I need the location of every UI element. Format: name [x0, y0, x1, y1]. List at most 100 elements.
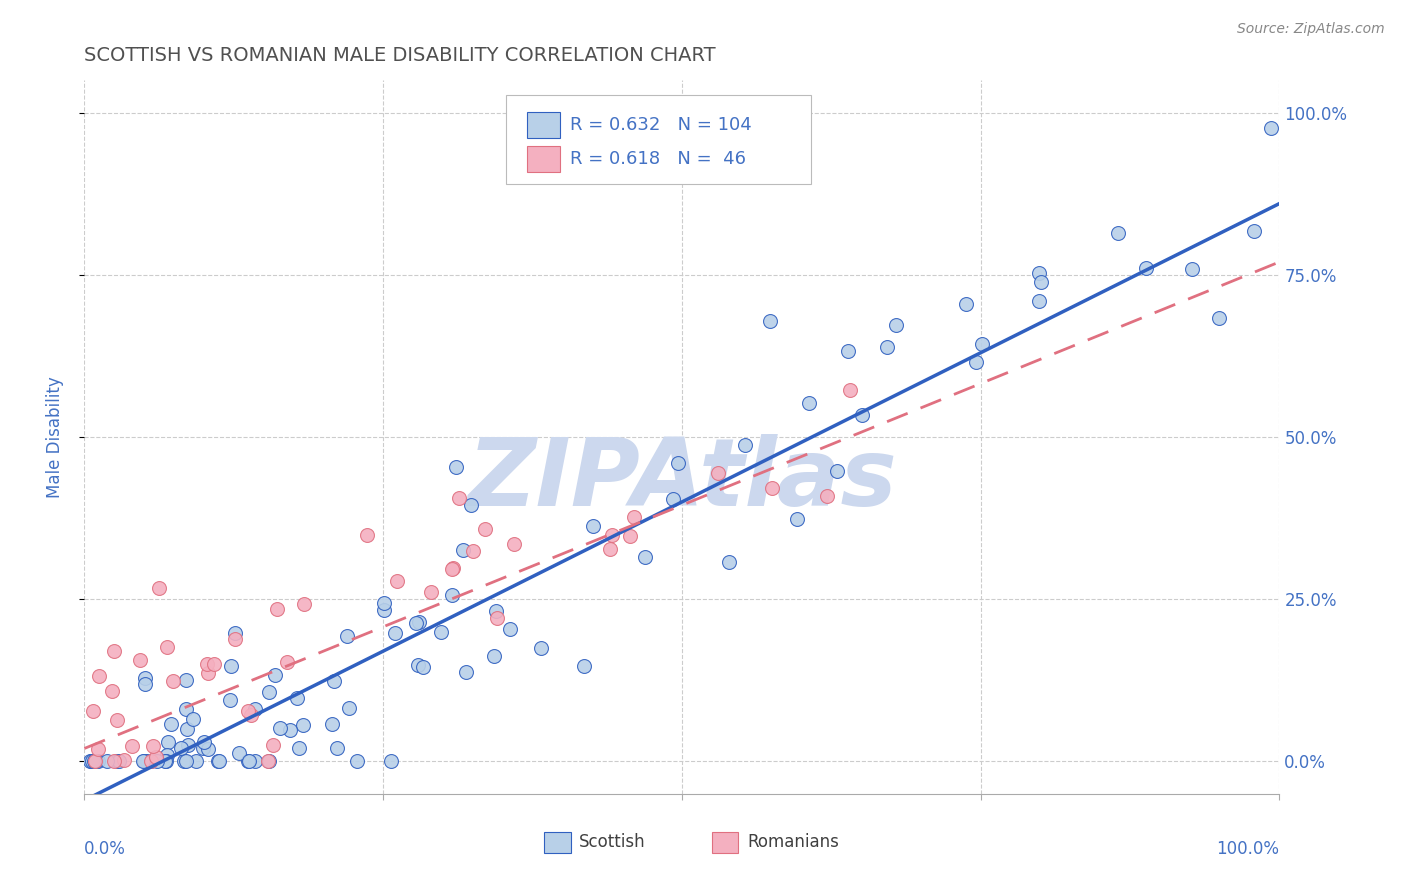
Point — [276, 655, 298, 669]
Point — [155, 754, 177, 768]
FancyBboxPatch shape — [527, 112, 560, 138]
Point — [485, 604, 508, 618]
Point — [191, 741, 214, 756]
Point — [156, 748, 179, 763]
Point — [134, 677, 156, 691]
Text: 0.0%: 0.0% — [84, 840, 127, 858]
Point — [80, 755, 103, 769]
Text: 100.0%: 100.0% — [1216, 840, 1279, 858]
Text: R = 0.632   N = 104: R = 0.632 N = 104 — [569, 116, 751, 134]
Point — [406, 658, 429, 673]
Point — [139, 755, 162, 769]
Point — [105, 755, 128, 769]
Point — [228, 746, 250, 760]
Point — [87, 669, 110, 683]
Point — [288, 741, 311, 756]
Point — [221, 659, 243, 673]
Point — [1028, 266, 1050, 280]
Point — [405, 615, 427, 630]
Point — [970, 336, 993, 351]
Point — [156, 640, 179, 655]
Point — [718, 555, 741, 569]
Point — [83, 755, 105, 769]
FancyBboxPatch shape — [544, 831, 571, 853]
Point — [132, 755, 155, 769]
Point — [96, 755, 118, 769]
Point — [129, 653, 152, 667]
FancyBboxPatch shape — [506, 95, 811, 184]
Point — [176, 702, 198, 716]
Point — [600, 528, 623, 542]
Point — [430, 625, 453, 640]
Point — [797, 396, 820, 410]
Point — [224, 632, 246, 646]
Point — [502, 537, 524, 551]
Point — [266, 602, 288, 616]
Text: Source: ZipAtlas.com: Source: ZipAtlas.com — [1237, 22, 1385, 37]
Point — [634, 549, 657, 564]
Point — [148, 581, 170, 595]
Point — [112, 753, 135, 767]
Point — [758, 314, 780, 328]
Point — [706, 466, 728, 480]
Point — [197, 666, 219, 681]
Point — [146, 755, 169, 769]
Text: Scottish: Scottish — [579, 833, 645, 851]
Point — [193, 734, 215, 748]
Point — [101, 683, 124, 698]
Point — [181, 712, 204, 726]
Point — [1208, 310, 1230, 325]
Point — [1135, 261, 1157, 276]
Point — [460, 498, 482, 512]
Point — [224, 625, 246, 640]
Point — [240, 708, 263, 723]
Point — [236, 704, 259, 718]
Point — [174, 755, 197, 769]
Point — [291, 718, 314, 732]
Point — [322, 673, 344, 688]
Point — [82, 755, 104, 769]
Point — [1260, 120, 1282, 135]
Point — [380, 755, 402, 769]
Point — [135, 755, 157, 769]
Point — [761, 481, 783, 495]
Point — [262, 738, 284, 752]
Point — [419, 584, 441, 599]
Point — [207, 755, 229, 769]
Text: ZIPAtlas: ZIPAtlas — [467, 434, 897, 526]
Point — [184, 755, 207, 769]
Point — [173, 755, 195, 769]
Point — [177, 738, 200, 752]
Point — [815, 489, 838, 503]
Point — [155, 755, 177, 769]
Point — [195, 657, 218, 672]
Point — [1243, 224, 1265, 238]
Point — [170, 741, 193, 756]
Point — [197, 742, 219, 756]
Point — [623, 510, 645, 524]
FancyBboxPatch shape — [527, 146, 560, 171]
Point — [1181, 262, 1204, 277]
Point — [259, 755, 281, 769]
Point — [662, 492, 685, 507]
Point — [80, 755, 103, 769]
Point — [79, 755, 101, 769]
Point — [474, 522, 496, 536]
Point — [238, 755, 260, 769]
Point — [337, 700, 360, 714]
Point — [83, 755, 105, 769]
Point — [321, 717, 343, 731]
Point — [156, 735, 179, 749]
Point — [162, 673, 184, 688]
Point — [1029, 275, 1052, 289]
Text: R = 0.618   N =  46: R = 0.618 N = 46 — [569, 150, 745, 168]
Point — [336, 630, 359, 644]
Point — [499, 622, 522, 636]
Point — [238, 755, 260, 769]
Point — [176, 722, 198, 736]
Point — [599, 542, 621, 557]
Point — [454, 665, 477, 679]
Point — [786, 511, 808, 525]
Point — [444, 459, 467, 474]
Point — [876, 340, 898, 354]
